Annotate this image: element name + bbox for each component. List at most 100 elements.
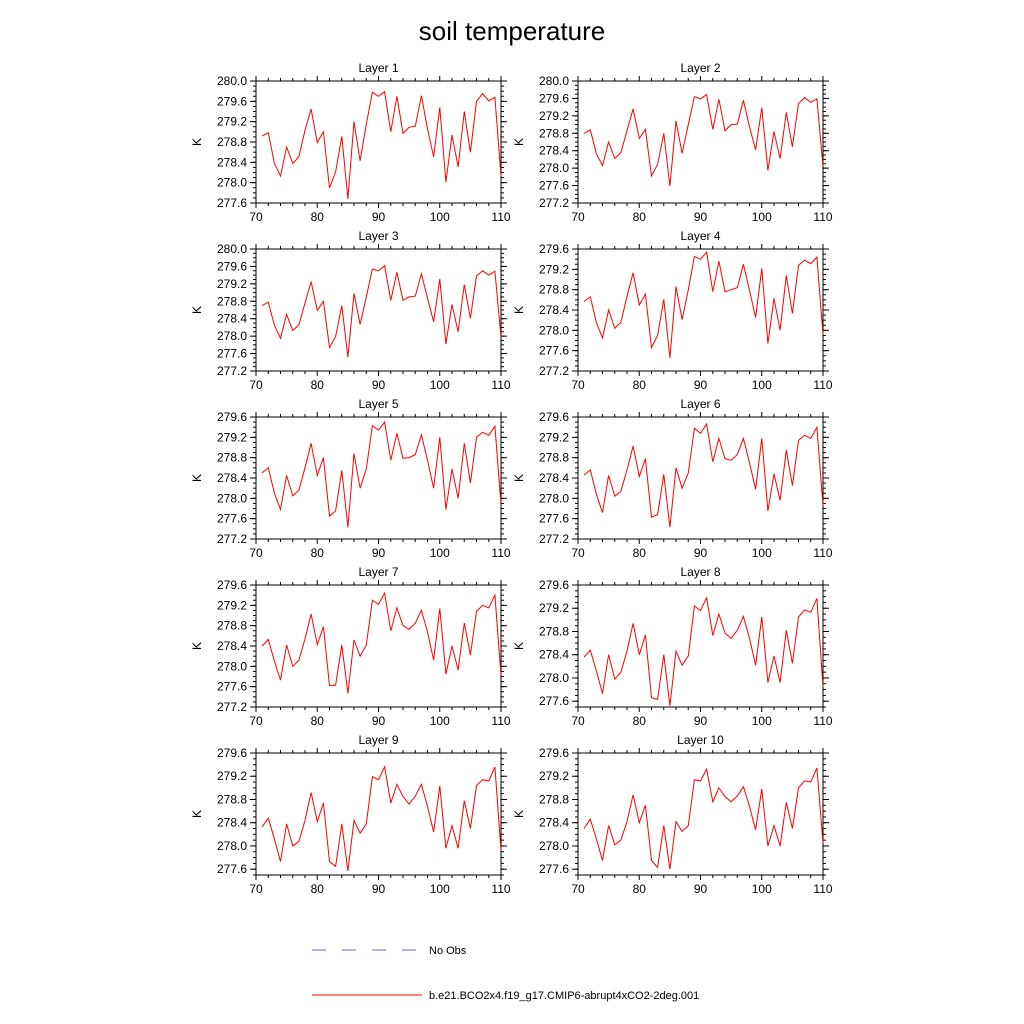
y-tick-label: 277.6 [217,196,247,210]
y-tick-label: 277.6 [539,512,569,526]
y-tick-label: 277.6 [539,179,569,193]
y-tick-label: 279.6 [217,94,247,108]
x-tick-label: 110 [813,210,832,224]
panel-title: Layer 5 [358,397,398,411]
y-tick-label: 280.0 [539,74,569,88]
panel-layer-7: Layer 7 70 80 90 100 110 277.2 277.6 278.0 278.4 2… [190,565,511,728]
x-tick-label: 80 [311,714,325,728]
y-tick-label: 278.8 [217,294,247,308]
y-tick-label: 279.6 [539,242,569,256]
y-tick-label: 278.0 [539,671,569,685]
panel-layer-9: Layer 9 70 80 90 100 110 277.6 278.0 278.4 278.8 2… [190,733,511,896]
y-tick-label: 278.8 [539,283,569,297]
y-tick-label: 278.4 [539,471,569,485]
panel-title: Layer 2 [680,61,720,75]
series-line [583,250,824,358]
x-tick-label: 100 [430,714,450,728]
plot-frame [255,248,502,372]
y-tick-label: 279.2 [217,430,247,444]
y-tick-label: 279.6 [539,91,569,105]
y-tick-label: 279.2 [539,430,569,444]
x-tick-label: 80 [311,882,325,896]
legend-label-model: b.e21.BCO2x4.f19_g17.CMIP6-abrupt4xCO2-2… [429,990,699,1002]
series-line [583,596,824,706]
legend: No Obs b.e21.BCO2x4.f19_g17.CMIP6-abrupt… [312,945,699,1002]
y-tick-label: 280.0 [217,74,247,88]
y-tick-label: 277.6 [539,862,569,876]
y-tick-label: 279.6 [217,746,247,760]
series-line [261,264,502,358]
x-tick-label: 90 [694,210,708,224]
x-tick-label: 70 [249,714,263,728]
x-tick-label: 100 [752,882,772,896]
y-tick-label: 278.8 [217,135,247,149]
x-tick-label: 90 [372,378,386,392]
y-tick-label: 278.8 [539,624,569,638]
y-tick-label: 278.0 [539,323,569,337]
legend-label-no-obs: No Obs [429,945,467,957]
y-tick-label: 278.4 [539,144,569,158]
panel-layer-3: Layer 3 70 80 90 100 110 277.2 277.6 278.0 278.4 2… [190,229,511,392]
y-tick-label: 277.2 [539,196,569,210]
y-tick-label: 278.0 [217,176,247,190]
y-tick-label: 278.0 [217,491,247,505]
y-axis-label: K [512,138,526,146]
y-tick-label: 278.4 [217,816,247,830]
y-tick-label: 278.8 [539,451,569,465]
y-tick-label: 277.6 [539,694,569,708]
y-tick-label: 279.6 [217,578,247,592]
y-tick-label: 279.2 [539,109,569,123]
panel-layer-2: Layer 2 70 80 90 100 110 277.2 277.6 278.0 278.4 2… [512,61,833,224]
y-tick-label: 279.2 [539,769,569,783]
x-tick-label: 110 [813,882,832,896]
x-tick-label: 80 [311,378,325,392]
x-tick-label: 70 [571,882,585,896]
y-tick-label: 278.8 [539,126,569,140]
panel-layer-10: Layer 10 70 80 90 100 110 277.6 278.0 278.4 278.8… [512,733,833,896]
x-tick-label: 70 [249,210,263,224]
panel-title: Layer 4 [680,229,720,243]
x-tick-label: 90 [694,546,708,560]
y-axis-label: K [190,642,204,650]
x-tick-label: 70 [571,378,585,392]
y-tick-label: 279.6 [539,746,569,760]
x-tick-label: 110 [491,378,510,392]
x-tick-label: 70 [249,378,263,392]
y-tick-label: 278.4 [539,816,569,830]
y-tick-label: 279.2 [217,598,247,612]
series-line [261,420,502,528]
plot-frame [577,248,824,372]
plot-frame [577,584,824,708]
y-tick-label: 278.4 [539,648,569,662]
y-tick-label: 279.6 [217,259,247,273]
y-tick-label: 279.6 [217,410,247,424]
series-line [583,422,824,528]
y-tick-label: 280.0 [217,242,247,256]
x-tick-label: 110 [813,546,832,560]
y-tick-label: 278.0 [539,161,569,175]
plot-frame [255,416,502,540]
y-tick-label: 278.4 [217,155,247,169]
x-tick-label: 80 [633,378,647,392]
x-tick-label: 100 [430,546,450,560]
x-tick-label: 100 [430,882,450,896]
y-tick-label: 277.2 [217,700,247,714]
series-line [261,90,502,199]
y-tick-label: 278.0 [217,839,247,853]
x-tick-label: 80 [633,546,647,560]
y-axis-label: K [190,474,204,482]
plot-frame [255,752,502,876]
x-tick-label: 100 [430,210,450,224]
panel-layer-8: Layer 8 70 80 90 100 110 277.6 278.0 278.4 278.8 2… [512,565,833,728]
x-tick-label: 110 [491,546,510,560]
plot-frame [577,752,824,876]
y-tick-label: 277.6 [217,680,247,694]
x-tick-label: 110 [491,882,510,896]
panel-layer-5: Layer 5 70 80 90 100 110 277.2 277.6 278.0 278.4 2… [190,397,511,560]
y-tick-label: 278.0 [539,491,569,505]
x-tick-label: 110 [813,714,832,728]
panel-layer-4: Layer 4 70 80 90 100 110 277.2 277.6 278.0 278.4 2… [512,229,833,392]
panel-title: Layer 1 [358,61,398,75]
y-tick-label: 279.6 [539,410,569,424]
